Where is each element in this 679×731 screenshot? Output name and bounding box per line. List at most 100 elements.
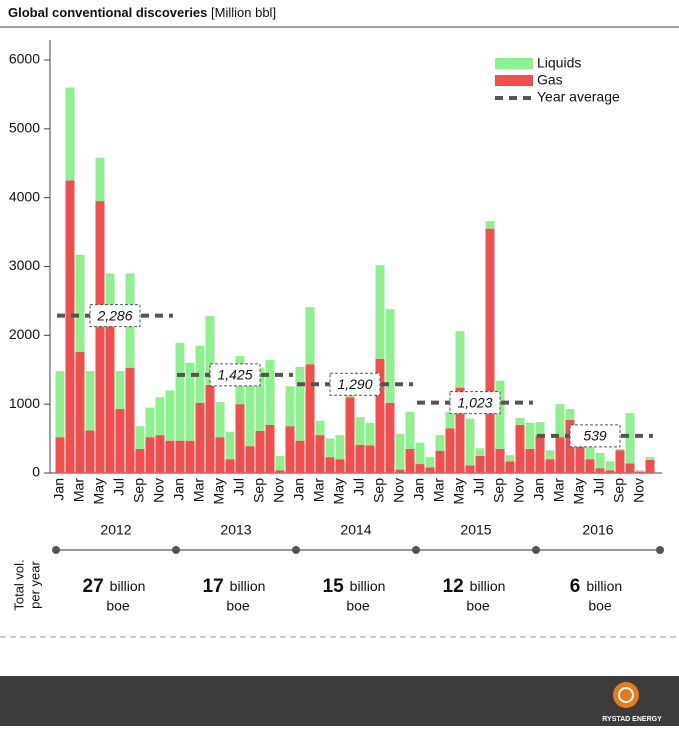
bar-segment — [505, 455, 515, 462]
year-label: 2014 — [340, 522, 371, 538]
total-unit: billion — [350, 578, 386, 594]
bar-segment — [265, 424, 275, 473]
y-tick-label: 0 — [32, 464, 40, 480]
bar-segment — [165, 390, 175, 441]
bar-segment — [105, 318, 115, 473]
bar-segment — [145, 407, 155, 438]
bar-segment — [375, 358, 385, 473]
bar-segment — [115, 371, 125, 409]
bar-segment — [545, 450, 555, 460]
bar-segment — [515, 424, 525, 473]
total-number: 12 — [443, 576, 464, 597]
bar-segment — [435, 450, 445, 473]
bar-segment — [185, 362, 195, 441]
x-tick-label: Jul — [231, 478, 247, 496]
bar-segment — [225, 459, 235, 473]
bar-segment — [205, 384, 215, 473]
x-tick-label: Sep — [251, 478, 267, 503]
total-number: 15 — [323, 576, 345, 597]
x-tick-label: May — [91, 478, 107, 504]
x-tick-label: Mar — [191, 478, 207, 502]
timeline-dot — [656, 546, 664, 554]
x-tick-label: May — [451, 478, 467, 504]
bar-segment — [645, 457, 655, 460]
bar-segment — [355, 417, 365, 445]
bar-segment — [305, 307, 315, 365]
bar-segment — [265, 360, 275, 425]
bar-segment — [345, 397, 355, 473]
x-tick-label: Jan — [51, 478, 67, 501]
x-tick-label: Jul — [111, 478, 127, 496]
bar-segment — [155, 435, 165, 473]
title-line: Global conventional discoveries [Million… — [8, 5, 276, 20]
year-label: 2012 — [100, 522, 131, 538]
bar-segment — [515, 417, 525, 425]
bar-segment — [135, 426, 145, 449]
bar-segment — [205, 316, 215, 385]
chart-title: Global conventional discoveries — [8, 5, 207, 20]
x-tick-label: Jan — [291, 478, 307, 501]
x-tick-label: Nov — [511, 478, 527, 503]
bar-segment — [395, 469, 405, 473]
y-tick-label: 4000 — [9, 188, 40, 204]
year-label: 2016 — [582, 522, 613, 538]
bar-segment — [625, 413, 635, 464]
x-tick-label: Sep — [131, 478, 147, 503]
bar-segment — [365, 445, 375, 473]
legend-swatch — [495, 75, 533, 86]
footer — [0, 676, 679, 726]
total-number: 6 — [570, 576, 581, 597]
totals-label: per year — [27, 560, 42, 608]
bar-segment — [625, 463, 635, 473]
bar-segment — [555, 404, 565, 438]
bar-segment — [65, 180, 75, 474]
bar-segment — [225, 431, 235, 460]
x-tick-label: Jul — [471, 478, 487, 496]
x-tick-label: Jan — [531, 478, 547, 501]
bar-segment — [415, 464, 425, 473]
totals-label: Total vol. — [11, 559, 26, 610]
total-volume: 27 billion — [83, 576, 146, 597]
timeline-dot — [532, 546, 540, 554]
bar-segment — [455, 387, 465, 473]
bar-segment — [325, 457, 335, 473]
total-volume: 17 billion — [203, 576, 266, 597]
year-label: 2015 — [460, 522, 491, 538]
bar-segment — [535, 422, 545, 436]
legend-label: Gas — [537, 72, 563, 88]
bar-segment — [215, 437, 225, 473]
x-tick-label: Nov — [271, 478, 287, 503]
x-tick-label: Nov — [151, 478, 167, 503]
bar-segment — [75, 254, 85, 352]
bar-segment — [605, 470, 615, 473]
bar-segment — [445, 411, 455, 429]
bar-segment — [235, 404, 245, 473]
bar-segment — [305, 364, 315, 473]
logo — [613, 682, 639, 708]
total-unit: billion — [586, 578, 622, 594]
legend-label: Year average — [537, 89, 620, 105]
total-unit2: boe — [466, 598, 490, 614]
bar-segment — [635, 470, 645, 472]
bar-segment — [465, 418, 475, 466]
bar-segment — [615, 450, 625, 473]
total-unit2: boe — [588, 598, 612, 614]
bar-segment — [475, 455, 485, 473]
x-tick-label: Jul — [591, 478, 607, 496]
average-label-box — [209, 363, 261, 387]
total-volume: 15 billion — [323, 576, 386, 597]
bar-segment — [65, 87, 75, 181]
x-tick-label: Jul — [351, 478, 367, 496]
x-tick-label: May — [571, 478, 587, 504]
bar-segment — [385, 402, 395, 473]
bar-segment — [285, 386, 295, 427]
bar-segment — [415, 442, 425, 465]
logo-ring — [618, 687, 634, 703]
bar-segment — [335, 435, 345, 460]
y-tick-label: 2000 — [9, 326, 40, 342]
x-tick-label: Mar — [311, 478, 327, 502]
total-volume: 6 billion — [570, 576, 622, 597]
bar-segment — [145, 437, 155, 473]
average-label: 1,290 — [337, 376, 372, 392]
x-tick-label: Nov — [391, 478, 407, 503]
